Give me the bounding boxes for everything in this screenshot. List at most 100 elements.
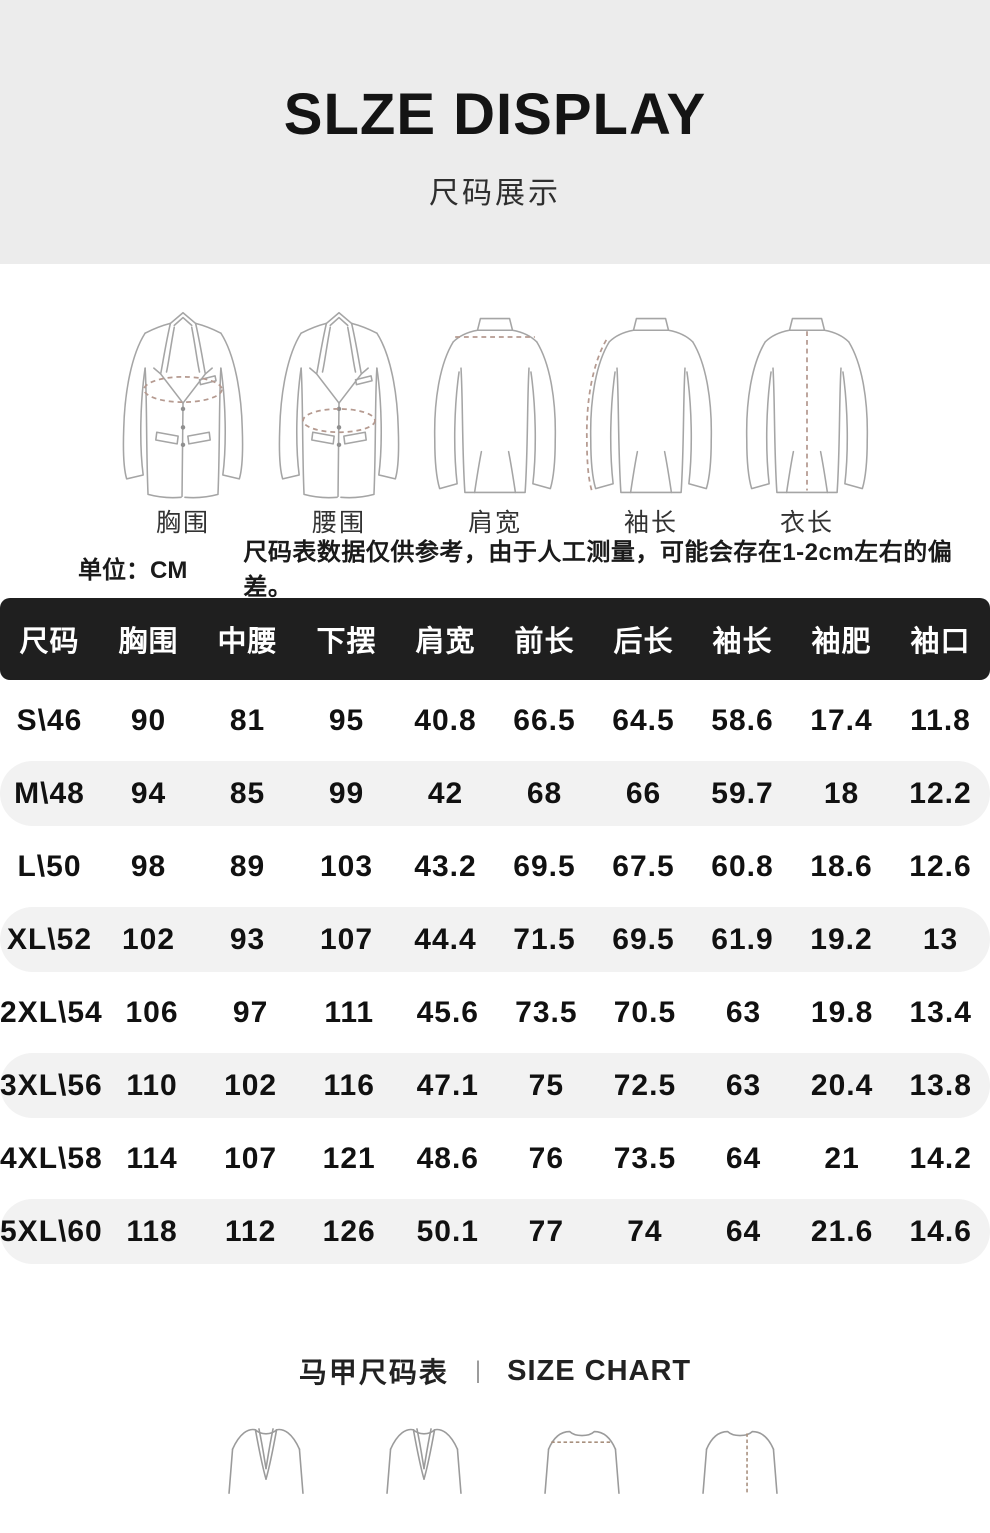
size-cell: M\48 [14, 776, 85, 810]
size-display-page: SLZE DISPLAY 尺码展示 [0, 0, 990, 1494]
figure-shoulder: 肩宽 [419, 304, 571, 536]
value-cell: 64 [725, 1214, 762, 1248]
header-cell: 袖长 [712, 626, 773, 658]
value-cell: 19.8 [810, 995, 874, 1029]
value-cell: 102 [224, 1068, 278, 1102]
figure-length: 衣长 [731, 304, 883, 536]
value-cell: 89 [229, 849, 266, 883]
value-cell: 64.5 [612, 703, 675, 737]
value-cell: 14.2 [909, 1141, 972, 1175]
value-cell: 69.5 [513, 849, 576, 883]
header-cell: 袖口 [910, 626, 971, 658]
value-cell: 63 [725, 1068, 762, 1102]
value-cell: 11.8 [910, 703, 971, 737]
page-title: SLZE DISPLAY [283, 82, 707, 147]
value-cell: 121 [322, 1141, 376, 1175]
value-cell: 17.4 [810, 703, 873, 737]
value-cell: 107 [319, 922, 374, 956]
jacket-back-shoulder-icon [433, 317, 557, 494]
jacket-back-length-icon [745, 317, 869, 494]
divider: | [474, 1357, 482, 1384]
size-cell: L\50 [17, 849, 82, 883]
value-cell: 13 [922, 922, 959, 956]
vest-chart-title-cn: 马甲尺码表 [298, 1357, 449, 1388]
figure-label: 衣长 [779, 509, 834, 537]
value-cell: 102 [121, 922, 176, 956]
value-cell: 111 [324, 995, 375, 1029]
header-cell: 后长 [613, 626, 674, 658]
value-cell: 95 [328, 703, 365, 737]
value-cell: 13.4 [909, 995, 972, 1029]
table-row: M\48 94 85 99 42 68 66 59.7 18 12.2 [0, 761, 990, 826]
value-cell: 67.5 [612, 849, 675, 883]
value-cell: 43.2 [414, 849, 477, 883]
value-cell: 85 [229, 776, 266, 810]
value-cell: 94 [130, 776, 167, 810]
value-cell: 47.1 [416, 1068, 479, 1102]
measurement-figures: 胸围 [0, 264, 990, 536]
vest-chart-title-en: SIZE CHART [507, 1354, 692, 1387]
table-row: 2XL\54 106 97 111 45.6 73.5 70.5 63 19.8 13.4 [0, 980, 990, 1045]
vest-chart-heading: 马甲尺码表 | SIZE CHART [0, 1272, 990, 1389]
header-cell: 前长 [514, 626, 575, 658]
value-cell: 99 [328, 776, 365, 810]
value-cell: 103 [319, 849, 374, 883]
value-cell: 59.7 [711, 776, 774, 810]
value-cell: 106 [125, 995, 179, 1029]
figure-label: 肩宽 [467, 509, 522, 537]
table-row: 3XL\56 110 102 116 47.1 75 72.5 63 20.4 13.8 [0, 1053, 990, 1118]
value-cell: 19.2 [810, 922, 873, 956]
value-cell: 72.5 [613, 1068, 677, 1102]
value-cell: 93 [229, 922, 266, 956]
value-cell: 71.5 [513, 922, 576, 956]
size-cell: 5XL\60 [0, 1214, 103, 1248]
value-cell: 13.8 [909, 1068, 972, 1102]
value-cell: 64 [725, 1141, 762, 1175]
unit-note: 单位：CM 尺码表数据仅供参考，由于人工测量，可能会存在1-2cm左右的偏差。 [0, 536, 990, 601]
figure-waist: 腰围 [263, 304, 415, 536]
value-cell: 50.1 [416, 1214, 479, 1248]
value-cell: 107 [224, 1141, 278, 1175]
value-cell: 90 [130, 703, 167, 737]
figure-label: 胸围 [155, 509, 210, 537]
table-row: L\50 98 89 103 43.2 69.5 67.5 60.8 18.6 12.6 [0, 834, 990, 899]
size-cell: 3XL\56 [0, 1068, 103, 1102]
figure-label: 腰围 [311, 509, 366, 537]
value-cell: 12.2 [909, 776, 972, 810]
value-cell: 61.9 [711, 922, 774, 956]
size-cell: 2XL\54 [0, 995, 103, 1029]
value-cell: 75 [528, 1068, 565, 1102]
value-cell: 12.6 [909, 849, 972, 883]
size-table: 尺码 胸围 中腰 下摆 肩宽 前长 后长 袖长 袖肥 袖口 S\46 90 81 95… [0, 598, 990, 1264]
size-cell: S\46 [16, 703, 83, 737]
banner: SLZE DISPLAY 尺码展示 [0, 0, 990, 264]
value-cell: 68 [526, 776, 563, 810]
size-cell: XL\52 [6, 922, 93, 956]
value-cell: 114 [126, 1141, 178, 1175]
value-cell: 63 [725, 995, 762, 1029]
vest-back-length-icon [702, 1430, 778, 1494]
value-cell: 73.5 [515, 995, 578, 1029]
value-cell: 42 [427, 776, 464, 810]
value-cell: 76 [528, 1141, 565, 1175]
value-cell: 77 [528, 1214, 565, 1248]
value-cell: 14.6 [909, 1214, 972, 1248]
value-cell: 69.5 [612, 922, 675, 956]
jacket-back-sleeve-icon [585, 317, 713, 494]
vest-front-icon [386, 1428, 462, 1494]
value-cell: 40.8 [414, 703, 477, 737]
table-row: XL\52 102 93 107 44.4 71.5 69.5 61.9 19.2 13 [0, 907, 990, 972]
jacket-front-waist-icon [278, 311, 400, 499]
vest-front-icon [228, 1428, 304, 1494]
header-cell: 下摆 [316, 626, 377, 658]
figure-label: 袖长 [623, 509, 678, 537]
table-row: S\46 90 81 95 40.8 66.5 64.5 58.6 17.4 11.8 [0, 688, 990, 753]
value-cell: 66 [625, 776, 662, 810]
value-cell: 45.6 [416, 995, 479, 1029]
value-cell: 98 [130, 849, 167, 883]
value-cell: 18 [823, 776, 860, 810]
value-cell: 60.8 [711, 849, 774, 883]
disclaimer-text: 尺码表数据仅供参考，由于人工测量，可能会存在1-2cm左右的偏差。 [243, 539, 953, 601]
value-cell: 74 [627, 1214, 663, 1248]
size-cell: 4XL\58 [0, 1141, 103, 1175]
